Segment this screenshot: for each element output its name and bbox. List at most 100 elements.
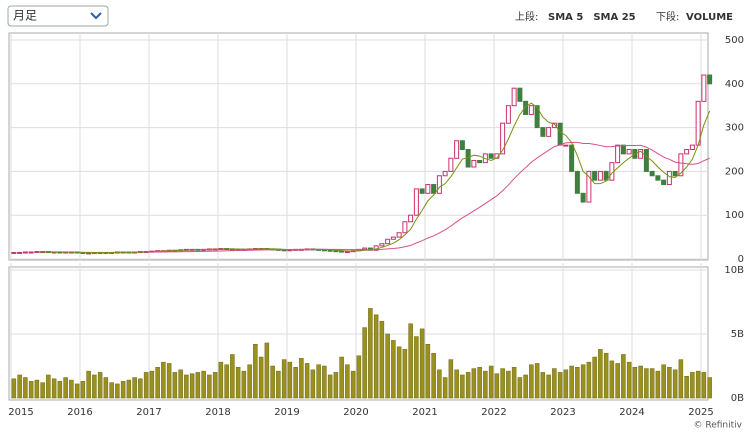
x-tick-label: 2024 xyxy=(619,407,644,418)
volume-bar xyxy=(258,356,264,399)
volume-bar xyxy=(425,343,431,399)
volume-bar xyxy=(195,372,201,399)
volume-bar xyxy=(138,378,143,399)
volume-bar xyxy=(184,374,189,399)
volume-bar xyxy=(178,369,183,399)
candle xyxy=(528,105,534,115)
candle xyxy=(442,170,448,177)
volume-bar xyxy=(609,360,615,399)
x-tick-label: 2023 xyxy=(550,407,575,418)
volume-bar xyxy=(57,381,63,399)
volume-bar xyxy=(149,370,155,399)
volume-bar xyxy=(218,361,224,399)
volume-bar xyxy=(362,327,367,399)
candle xyxy=(28,251,34,254)
volume-bar xyxy=(465,372,471,399)
x-tick-label: 2021 xyxy=(412,407,437,418)
volume-bar xyxy=(437,369,442,399)
volume-bar xyxy=(454,369,459,399)
candle xyxy=(448,157,454,172)
candle xyxy=(419,188,425,194)
candle xyxy=(505,105,511,124)
volume-bar xyxy=(235,367,241,399)
volume-bar xyxy=(552,368,557,399)
volume-bar xyxy=(471,368,477,399)
volume-bar xyxy=(92,374,97,399)
candle xyxy=(678,153,684,177)
volume-bar xyxy=(667,367,672,399)
candle xyxy=(649,170,655,177)
volume-bar xyxy=(598,349,603,399)
candle xyxy=(402,221,408,234)
volume-bar xyxy=(132,377,137,399)
x-tick-label: 2025 xyxy=(688,407,713,418)
volume-bar xyxy=(17,374,22,399)
volume-bar xyxy=(632,367,638,399)
volume-bar xyxy=(287,361,293,399)
y-tick-label: 200 xyxy=(725,166,744,177)
volume-bar xyxy=(529,364,534,399)
volume-bar xyxy=(333,372,339,399)
volume-bar xyxy=(264,342,270,399)
lower-label: 下段: xyxy=(656,10,679,23)
legend-entry: SMA 25 xyxy=(593,12,635,23)
volume-bar xyxy=(293,367,298,399)
volume-bar xyxy=(477,367,482,399)
volume-bar xyxy=(368,308,373,399)
candle xyxy=(546,127,552,137)
volume-bar xyxy=(615,363,620,399)
volume-bar xyxy=(11,378,17,399)
period-label: 月足 xyxy=(13,9,37,23)
volume-bar xyxy=(586,361,592,399)
volume-bar xyxy=(126,379,132,399)
volume-bar xyxy=(40,382,45,399)
candle xyxy=(471,159,477,168)
volume-bar xyxy=(46,374,51,399)
volume-bar xyxy=(569,365,574,399)
volume-bar xyxy=(385,333,390,399)
volume-bar xyxy=(431,352,436,399)
volume-bar xyxy=(488,365,494,399)
volume-bar xyxy=(23,377,28,399)
volume-bar xyxy=(540,372,546,399)
candle xyxy=(666,170,672,186)
volume-bar xyxy=(707,377,712,399)
volume-bar xyxy=(523,374,528,399)
candle xyxy=(379,243,385,247)
volume-bar xyxy=(310,369,316,399)
volume-bar xyxy=(143,372,149,399)
candle xyxy=(425,184,431,194)
volume-bar xyxy=(63,377,68,399)
candle xyxy=(339,250,345,253)
candle xyxy=(701,74,707,102)
volume-bar xyxy=(379,320,385,399)
candle xyxy=(574,170,580,194)
volume-bar xyxy=(241,370,247,399)
volume-bar xyxy=(189,373,195,399)
volume-bar xyxy=(51,378,57,399)
sma-line xyxy=(151,141,710,253)
candle xyxy=(655,175,661,181)
volume-bar xyxy=(460,374,465,399)
candle xyxy=(707,74,713,85)
period-dropdown[interactable] xyxy=(7,5,109,27)
candle xyxy=(390,236,396,240)
candle xyxy=(534,105,540,129)
volume-bar xyxy=(621,354,626,399)
volume-bar xyxy=(28,381,34,399)
volume-bar xyxy=(603,352,609,399)
volume-bar xyxy=(506,370,511,399)
volume-bar xyxy=(402,349,408,399)
volume-bar xyxy=(166,363,172,399)
volume-bar xyxy=(339,356,344,399)
x-tick-label: 2019 xyxy=(274,407,299,418)
volume-bar xyxy=(356,355,362,399)
volume-bar xyxy=(276,370,281,399)
volume-bar xyxy=(396,346,402,399)
volume-bar xyxy=(534,363,540,399)
volume-bar xyxy=(161,361,166,399)
volume-bar xyxy=(511,367,517,399)
volume-bar xyxy=(684,375,689,399)
y-tick-label: 300 xyxy=(725,123,744,134)
volume-bar xyxy=(120,381,126,399)
